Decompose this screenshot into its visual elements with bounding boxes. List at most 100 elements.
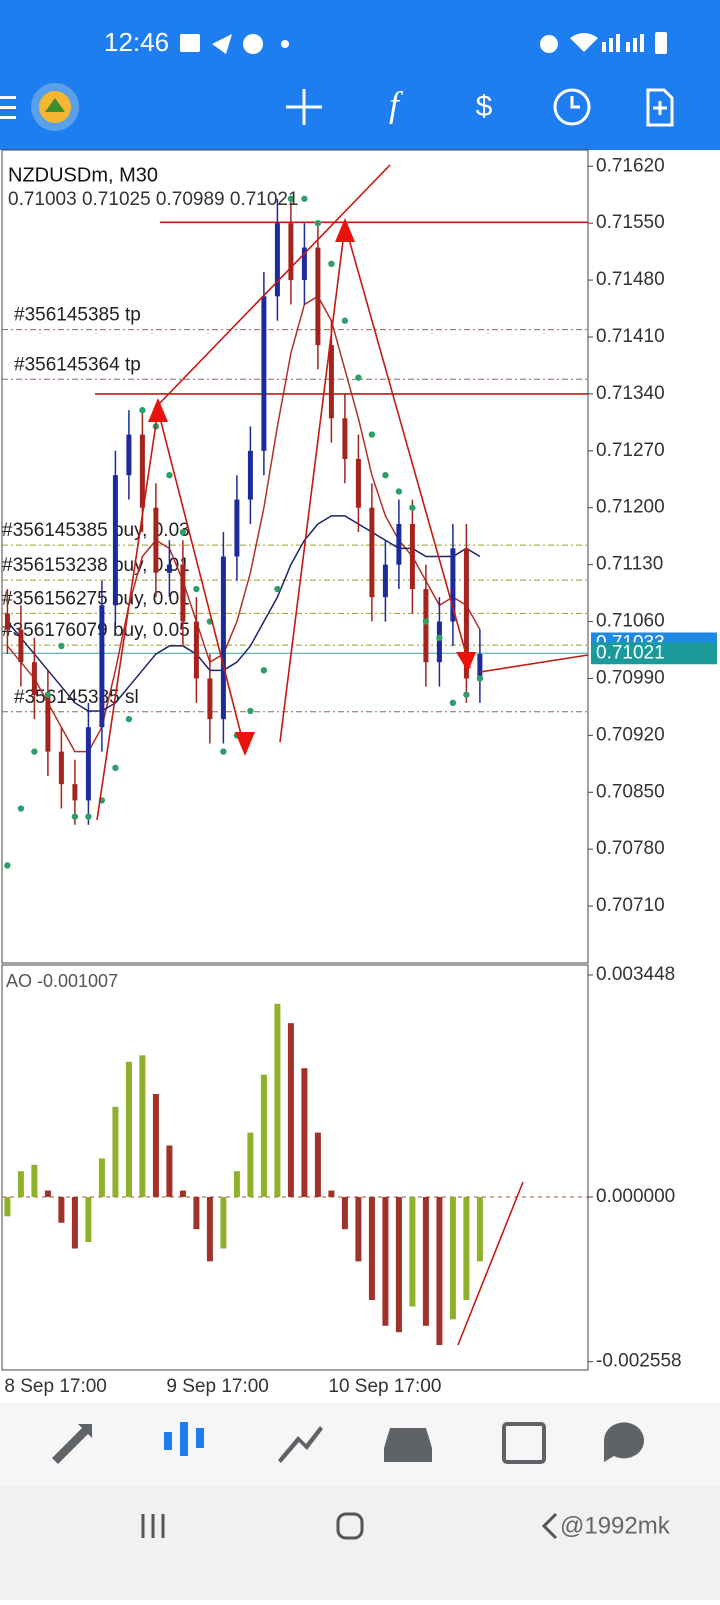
ao-bar: [463, 1196, 470, 1301]
y-tick-label: 0.71130: [596, 554, 663, 575]
ao-bar: [314, 1132, 321, 1197]
ao-bar: [341, 1196, 348, 1230]
objects-button[interactable]: [646, 88, 674, 127]
candle-body: [85, 727, 91, 801]
ao-bar: [449, 1196, 456, 1320]
sar-dot: [260, 667, 268, 674]
candle-body: [166, 564, 172, 573]
crosshair-button[interactable]: [286, 89, 322, 125]
chat-tab[interactable]: [604, 1422, 644, 1462]
price-tag-label: 0.71021: [596, 642, 665, 663]
sar-dot: [341, 317, 349, 324]
candle-body: [207, 678, 213, 720]
y-tick-label: 0.71060: [596, 611, 665, 632]
chart-tab[interactable]: [164, 1422, 204, 1456]
y-tick-label: 0.70710: [596, 895, 665, 916]
ao-bar: [17, 1171, 24, 1197]
trade-tab[interactable]: [278, 1426, 323, 1463]
y-tick-label: 0.71270: [596, 440, 665, 461]
sar-dot: [220, 748, 227, 755]
status-time: 12:46: [104, 27, 169, 57]
sar-dot: [85, 813, 92, 820]
candle-body: [396, 523, 402, 565]
news-tab[interactable]: [502, 1422, 546, 1464]
candle-body: [31, 662, 37, 695]
sar-dot: [409, 504, 416, 511]
sar-dot: [112, 764, 119, 772]
ao-bar: [166, 1145, 173, 1197]
ao-bar: [247, 1132, 254, 1197]
y-tick-label: 0.71200: [596, 497, 665, 518]
candle-body: [463, 548, 469, 679]
period-button[interactable]: [553, 88, 591, 126]
price-tag: [591, 642, 717, 665]
ao-bar: [395, 1196, 402, 1333]
sar-dot: [368, 431, 376, 438]
candle-body: [45, 694, 51, 752]
sar-dot: [193, 585, 200, 593]
candle-body: [112, 475, 118, 606]
ao-bar: [436, 1196, 443, 1346]
candle-body: [234, 499, 240, 557]
back-button[interactable]: [541, 1512, 558, 1540]
sar-dot: [125, 715, 133, 723]
sar-dot: [328, 260, 335, 268]
sar-dot: [71, 813, 79, 820]
recents-button[interactable]: [141, 1514, 165, 1538]
trend-lines: [96, 164, 589, 1346]
candle-body: [180, 564, 186, 622]
candle-body: [18, 629, 24, 663]
candle-body: [261, 296, 267, 451]
sar-dot: [58, 642, 65, 650]
candle-body: [369, 507, 375, 598]
ao-bar: [85, 1196, 92, 1243]
y-tick-label: -0.002558: [596, 1351, 682, 1372]
watermark: @1992mk: [560, 1512, 671, 1539]
ao-bar: [98, 1158, 105, 1197]
candle-body: [342, 418, 348, 459]
y-tick-label: 0.71340: [596, 383, 665, 404]
ao-bar: [4, 1196, 11, 1217]
sar-dot: [166, 472, 173, 479]
sar-dot: [17, 805, 25, 812]
sar-dot: [382, 472, 389, 479]
order-label: #356145364 tp: [14, 354, 141, 375]
system-nav: [0, 1486, 720, 1600]
ohlc-readout: 0.71003 0.71025 0.70989 0.71021: [8, 189, 299, 210]
candle-body: [274, 223, 280, 297]
symbol-button[interactable]: [31, 83, 79, 131]
ao-bar: [71, 1196, 78, 1249]
trade-button[interactable]: $: [476, 90, 493, 123]
sar-dot: [139, 406, 146, 414]
menu-button[interactable]: [0, 96, 16, 119]
status-icons: [180, 32, 667, 54]
order-label: #356145385 buy, 0.03: [2, 520, 190, 541]
x-tick-label: 9 Sep 17:00: [166, 1376, 268, 1397]
y-tick-label: 0.70920: [596, 724, 665, 745]
y-tick-label: 0.70850: [596, 781, 665, 802]
order-label: #356156275 buy, 0.01: [2, 588, 190, 609]
y-tick-label: 0.003448: [596, 964, 675, 985]
ao-bar: [382, 1196, 389, 1326]
candle-body: [220, 556, 226, 720]
candle-body: [436, 621, 442, 663]
ao-panel: [1, 964, 589, 1371]
candle-body: [139, 434, 145, 508]
ao-bar: [355, 1196, 362, 1262]
candle-body: [126, 434, 132, 476]
candle-body: [153, 507, 159, 573]
home-button[interactable]: [336, 1512, 364, 1540]
sar-dot: [301, 195, 308, 202]
sar-dot: [355, 374, 362, 381]
y-tick-label: 0.70780: [596, 838, 665, 859]
history-tab[interactable]: [384, 1428, 432, 1462]
sar-dot: [422, 618, 430, 625]
candle-body: [450, 548, 456, 622]
candle-body: [4, 613, 10, 630]
candle-body: [247, 450, 253, 500]
ao-bar: [139, 1055, 146, 1197]
quotes-tab[interactable]: [52, 1424, 92, 1464]
candle-body: [193, 621, 199, 679]
ao-bar: [274, 1003, 281, 1197]
